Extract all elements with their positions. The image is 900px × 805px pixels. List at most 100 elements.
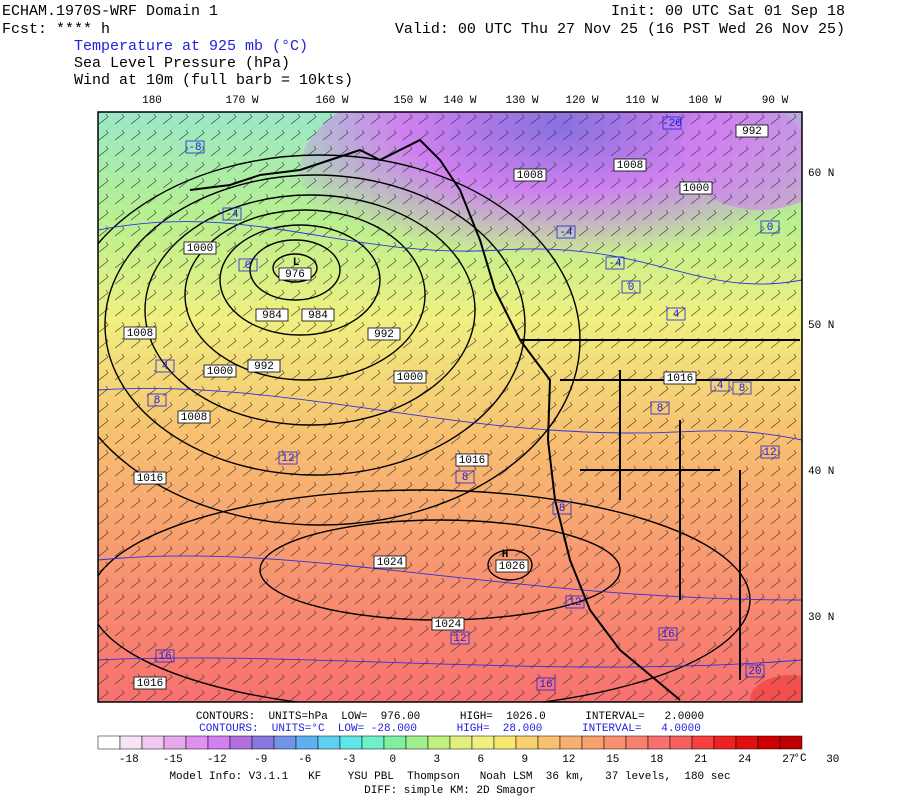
- colorbar-swatch: [339, 735, 363, 750]
- pressure-label: 976: [285, 269, 305, 281]
- lon-label: 90 W: [762, 95, 789, 107]
- temperature-label-box: [666, 307, 686, 321]
- temperature-label-box: [455, 470, 475, 484]
- pressure-label: 1024: [435, 619, 462, 631]
- pressure-label-box: [367, 327, 401, 341]
- temperature-label: 4: [162, 361, 169, 373]
- temperature-label-box: [745, 664, 765, 678]
- colorbar-swatch: [427, 735, 451, 750]
- pressure-label: 1026: [499, 561, 525, 573]
- temperature-label-box: [278, 451, 298, 465]
- temperature-label: 16: [158, 651, 171, 663]
- pressure-label-box: [495, 559, 529, 573]
- colorbar-swatch: [163, 735, 187, 750]
- lon-label: 180: [142, 95, 162, 107]
- high-center: H: [502, 549, 509, 561]
- colorbar-swatch: [449, 735, 473, 750]
- temperature-label-box: [732, 381, 752, 395]
- pressure-label: 1008: [617, 160, 643, 172]
- temperature-label: 4: [717, 380, 724, 392]
- pressure-label-box: [133, 471, 167, 485]
- contours-slp: CONTOURS: UNITS=hPa LOW= 976.00 HIGH= 10…: [196, 711, 704, 723]
- pressure-label-box: [373, 555, 407, 569]
- pressure-label-box: [431, 617, 465, 631]
- pressure-label-box: [735, 124, 769, 138]
- temperature-label-box: [760, 445, 780, 459]
- colorbar-tick: 6: [477, 754, 484, 766]
- pressure-label: 1000: [683, 183, 709, 195]
- pressure-label: 1016: [459, 455, 485, 467]
- wind-barbs: [98, 112, 802, 702]
- temperature-label-box: [565, 595, 585, 609]
- title: ECHAM.1970S-WRF Domain 1: [2, 3, 218, 20]
- colorbar-swatch: [97, 735, 121, 750]
- colorbar-swatch: [581, 735, 605, 750]
- colorbar-swatch: [559, 735, 583, 750]
- pressure-label-box: [663, 371, 697, 385]
- temperature-label: 20: [748, 666, 761, 678]
- field-wind: Wind at 10m (full barb = 10kts): [74, 72, 353, 89]
- colorbar-swatch: [625, 735, 649, 750]
- temperature-label-box: [552, 501, 572, 515]
- pressure-label: 984: [262, 310, 282, 322]
- temperature-label: 4: [673, 309, 680, 321]
- colorbar-swatch: [207, 735, 231, 750]
- temperature-label-box: [662, 116, 682, 130]
- lat-label: 30 N: [808, 612, 834, 624]
- colorbar-swatch: [361, 735, 385, 750]
- temperature-label: 8: [154, 395, 161, 407]
- colorbar-swatch: [515, 735, 539, 750]
- temperature-label: 16: [661, 629, 674, 641]
- temperature-label: -4: [559, 227, 573, 239]
- pressure-label-box: [203, 364, 237, 378]
- colorbar-tick: -3: [342, 754, 355, 766]
- colorbar-swatch: [141, 735, 165, 750]
- pressure-label: 1008: [181, 412, 207, 424]
- pressure-label: 1008: [517, 170, 543, 182]
- pressure-label: 1000: [397, 372, 423, 384]
- temperature-label-box: [710, 378, 730, 392]
- temperature-label-box: [155, 359, 175, 373]
- temperature-label: 8: [657, 403, 664, 415]
- temperature-label-box: [238, 258, 258, 272]
- pressure-label: 1016: [137, 678, 163, 690]
- pressure-label-box: [183, 241, 217, 255]
- temperature-label: 8: [739, 383, 746, 395]
- colorbar-swatch: [647, 735, 671, 750]
- colorbar-tick: -6: [298, 754, 311, 766]
- temperature-label-box: [605, 256, 625, 270]
- map: [98, 112, 802, 702]
- colorbar-swatch: [603, 735, 627, 750]
- colorbar-swatch: [779, 735, 803, 750]
- pressure-label: 1000: [207, 366, 233, 378]
- temperature-label: 0: [767, 222, 774, 234]
- colorbar-swatch: [251, 735, 275, 750]
- colorbar-tick: 12: [562, 754, 575, 766]
- colorbar-tick: 27: [782, 754, 795, 766]
- temperature-label: 0: [245, 260, 252, 272]
- pressure-label-box: [123, 326, 157, 340]
- lon-label: 170 W: [225, 95, 258, 107]
- temperature-label: 0: [628, 282, 635, 294]
- lon-label: 110 W: [625, 95, 658, 107]
- colorbar: -18 -15 -12 -9 -6 -3 0 3 6 9 12 15 18 21 24 27 30 °C: [97, 735, 839, 766]
- temperature-label-box: [185, 140, 205, 154]
- pressure-label-box: [679, 181, 713, 195]
- temperature-label-box: [556, 225, 576, 239]
- lon-label: 150 W: [393, 95, 426, 107]
- pressure-label-box: [455, 453, 489, 467]
- colorbar-swatch: [119, 735, 143, 750]
- field-slp: Sea Level Pressure (hPa): [74, 55, 290, 72]
- lat-label: 50 N: [808, 320, 834, 332]
- pressure-label: 1024: [377, 557, 404, 569]
- low-center: L: [293, 257, 300, 269]
- temperature-label-box: [536, 677, 556, 691]
- lat-label: 60 N: [808, 168, 834, 180]
- temperature-label: 12: [763, 447, 776, 459]
- pressure-label-box: [278, 267, 312, 281]
- pressure-label-box: [301, 308, 335, 322]
- lon-label: 120 W: [565, 95, 598, 107]
- temperature-label-box: [760, 220, 780, 234]
- temperature-label: 12: [281, 453, 294, 465]
